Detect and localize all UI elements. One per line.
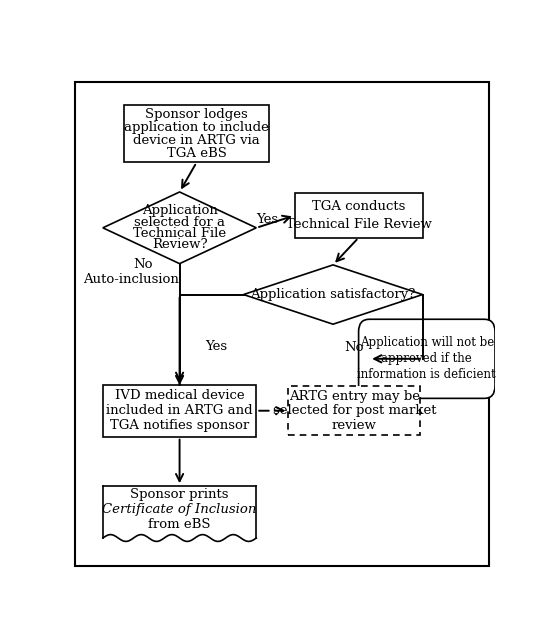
Text: information is deficient: information is deficient — [358, 369, 496, 381]
Text: TGA notifies sponsor: TGA notifies sponsor — [110, 419, 249, 433]
FancyBboxPatch shape — [124, 105, 269, 162]
Text: Technical File Review: Technical File Review — [285, 218, 432, 231]
Text: Auto-inclusion: Auto-inclusion — [82, 273, 179, 286]
Text: TGA conducts: TGA conducts — [312, 200, 405, 213]
Polygon shape — [103, 486, 256, 541]
FancyBboxPatch shape — [103, 385, 256, 437]
Text: Technical File: Technical File — [133, 227, 226, 240]
FancyBboxPatch shape — [359, 319, 495, 398]
Text: No: No — [345, 342, 364, 354]
Text: Review?: Review? — [152, 238, 207, 252]
Text: device in ARTG via: device in ARTG via — [133, 134, 260, 147]
Text: Certificate of Inclusion: Certificate of Inclusion — [102, 503, 257, 516]
Text: IVD medical device: IVD medical device — [115, 389, 244, 402]
Text: from eBS: from eBS — [148, 518, 211, 532]
Text: Application satisfactory?: Application satisfactory? — [250, 288, 416, 301]
Text: approved if the: approved if the — [382, 352, 472, 365]
FancyBboxPatch shape — [288, 386, 420, 435]
Text: Application: Application — [142, 204, 217, 217]
Text: Yes: Yes — [256, 213, 278, 226]
Polygon shape — [103, 192, 256, 264]
Text: Application will not be: Application will not be — [360, 336, 494, 349]
Text: Sponsor prints: Sponsor prints — [130, 488, 229, 501]
Text: Yes: Yes — [205, 340, 227, 353]
Text: ARTG entry may be: ARTG entry may be — [289, 390, 420, 403]
Text: selected for a: selected for a — [134, 216, 225, 229]
Text: TGA eBS: TGA eBS — [167, 147, 227, 160]
Text: Sponsor lodges: Sponsor lodges — [145, 108, 248, 121]
Text: selected for post market: selected for post market — [273, 404, 436, 417]
Text: application to include: application to include — [124, 121, 269, 134]
FancyBboxPatch shape — [295, 193, 422, 238]
Text: review: review — [332, 419, 377, 432]
Polygon shape — [244, 265, 422, 324]
Text: No: No — [134, 258, 153, 272]
Text: included in ARTG and: included in ARTG and — [106, 404, 253, 417]
